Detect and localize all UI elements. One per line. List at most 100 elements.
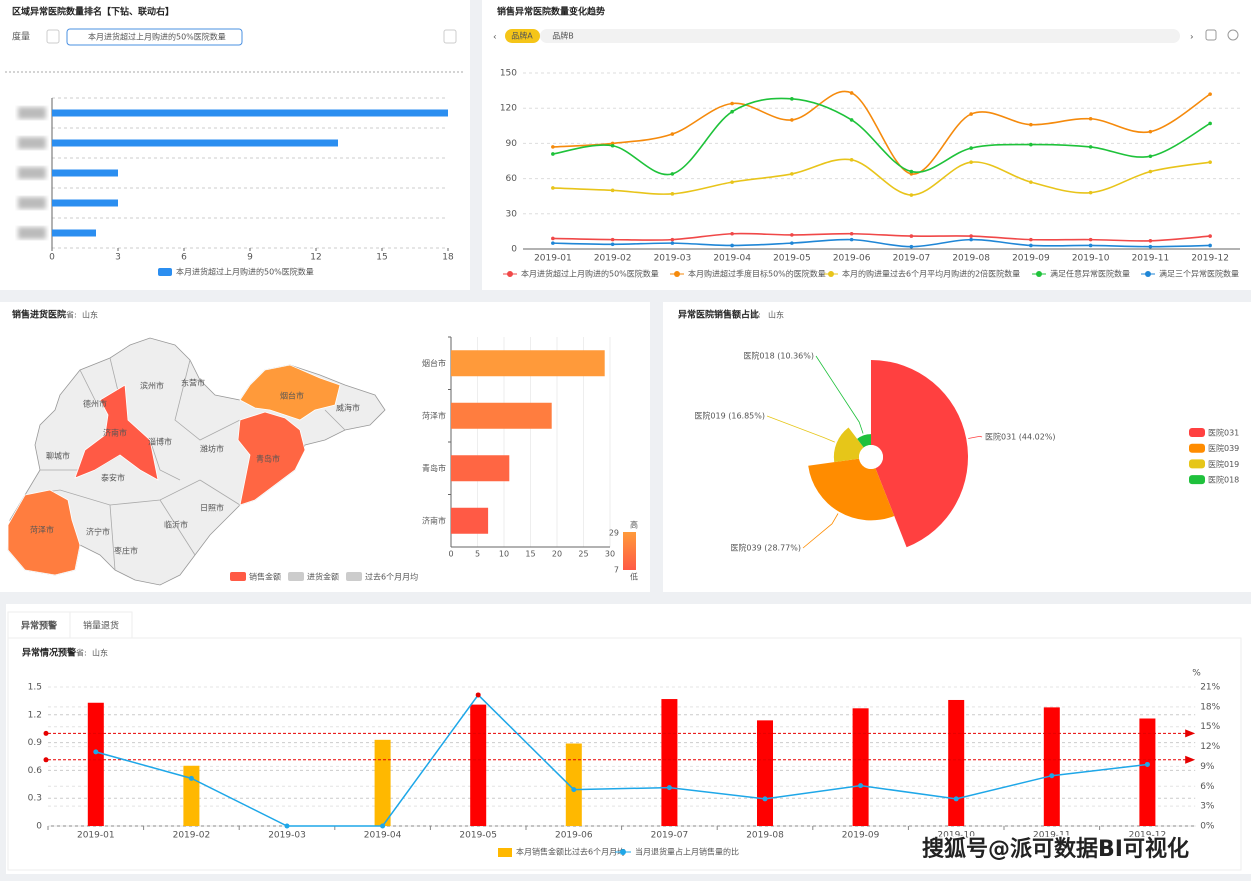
y-tick-label: 150 [500, 69, 517, 79]
icon[interactable] [1205, 29, 1217, 41]
next-arrow[interactable]: › [1190, 33, 1194, 43]
point [1148, 169, 1153, 174]
legend-swatch[interactable] [1189, 475, 1205, 485]
bar [948, 699, 965, 826]
bar [470, 704, 487, 826]
filter-value: 山东 [92, 648, 108, 658]
series-line [95, 693, 1148, 827]
point [1144, 761, 1150, 767]
y-tick-label: 0 [36, 822, 42, 832]
mark-line-start [43, 730, 49, 736]
legend-label[interactable]: 医院019 [1208, 459, 1239, 469]
bar [1043, 707, 1060, 826]
x-tick-label: 2019-02 [173, 831, 211, 841]
x-tick-label: 2019-05 [773, 254, 811, 264]
x-tick-label: 2019-08 [952, 254, 990, 264]
x-tick-label: 6 [181, 253, 187, 263]
bar [661, 699, 678, 826]
point [610, 188, 615, 193]
legend-swatch[interactable] [346, 572, 362, 581]
legend-label[interactable]: 医院018 [1208, 475, 1239, 485]
icon[interactable] [1227, 29, 1239, 41]
region-border [324, 409, 346, 431]
dropdown[interactable] [66, 28, 243, 46]
panel-title: 异常情况预警 [22, 647, 76, 659]
legend-swatch[interactable] [498, 848, 512, 857]
y2-tick-label: 18% [1200, 702, 1220, 712]
point [969, 237, 973, 242]
bar [757, 720, 773, 826]
bar [852, 708, 869, 826]
legend-swatch [158, 268, 172, 276]
y-tick-label: 0.9 [28, 738, 43, 748]
legend-swatch[interactable] [1189, 428, 1205, 437]
legend-label: 本月进货超过上月购进的50%医院数量 [521, 269, 659, 279]
point [551, 152, 555, 156]
x-tick-label: 2019-06 [833, 254, 871, 264]
category-label-blurred [18, 107, 46, 119]
legend-label[interactable]: 进货金额 [307, 572, 339, 582]
series-line [552, 232, 1211, 242]
y-tick-label: 1.5 [28, 683, 42, 693]
point [1029, 243, 1033, 248]
x-tick-label: 0 [448, 550, 453, 559]
tab-label[interactable]: 品牌A [511, 31, 533, 41]
bar [451, 402, 552, 429]
category-label-blurred [18, 197, 46, 209]
legend-swatch[interactable] [288, 572, 304, 581]
leader-line [766, 415, 835, 443]
point [610, 143, 615, 148]
x-tick-label: 15 [376, 253, 387, 263]
panel-title: 异常医院销售额占比 [678, 309, 759, 321]
active-tab[interactable] [505, 29, 540, 43]
legend-swatch[interactable] [1189, 459, 1205, 469]
legend-label: 本月进货超过上月购进的50%医院数量 [176, 267, 314, 277]
tab[interactable] [69, 611, 133, 639]
point [670, 172, 675, 176]
point [849, 91, 854, 95]
region-border [109, 504, 116, 571]
filter-label: 省: [750, 310, 761, 320]
point [730, 101, 734, 106]
dropdown-text[interactable]: 本月进货超过上月购进的50%医院数量 [88, 32, 226, 42]
legend-dot [507, 271, 513, 277]
legend-swatch[interactable] [230, 572, 246, 581]
legend-swatch[interactable] [1189, 443, 1205, 453]
tab-label[interactable]: 异常预警 [21, 620, 57, 632]
legend-label[interactable]: 医院039 [1208, 443, 1239, 453]
x-tick-label: 9 [247, 253, 253, 263]
bar [52, 109, 448, 117]
visual-map[interactable] [623, 532, 636, 570]
y-tick-label: 1.2 [28, 710, 42, 720]
next-button[interactable] [443, 29, 457, 44]
legend-label[interactable]: 本月销售金额比过去6个月月均 [516, 847, 625, 857]
legend-label[interactable]: 过去6个月月均 [365, 572, 418, 582]
prev-arrow[interactable]: ‹ [493, 33, 497, 43]
legend-label[interactable]: 销售金额 [249, 572, 281, 582]
tab-label[interactable]: 品牌B [552, 31, 574, 41]
point [849, 118, 854, 122]
point [1088, 116, 1093, 121]
map-region [239, 364, 341, 421]
legend-label[interactable]: 医院031 [1208, 428, 1239, 438]
prev-button[interactable] [46, 29, 60, 44]
slice-label: 医院019 (16.85%) [694, 411, 765, 421]
legend-label[interactable]: 当月退货量占上月销售量的比 [635, 847, 739, 857]
point [1088, 145, 1093, 149]
point [1088, 190, 1093, 195]
x-tick-label: 2019-09 [1012, 254, 1050, 264]
point [1029, 237, 1033, 242]
y2-unit: % [1192, 669, 1201, 679]
point [1088, 243, 1093, 248]
point [551, 145, 555, 149]
point [1148, 129, 1153, 134]
tab-label[interactable]: 销量退货 [83, 620, 119, 632]
x-tick-label: 3 [115, 253, 121, 263]
point [953, 796, 959, 802]
measure-label: 度量 [12, 31, 30, 43]
point [1208, 92, 1212, 96]
pie-slice [808, 458, 895, 521]
x-tick-label: 5 [475, 550, 480, 559]
x-tick-label: 20 [552, 550, 562, 559]
x-tick-label: 2019-01 [77, 831, 115, 841]
